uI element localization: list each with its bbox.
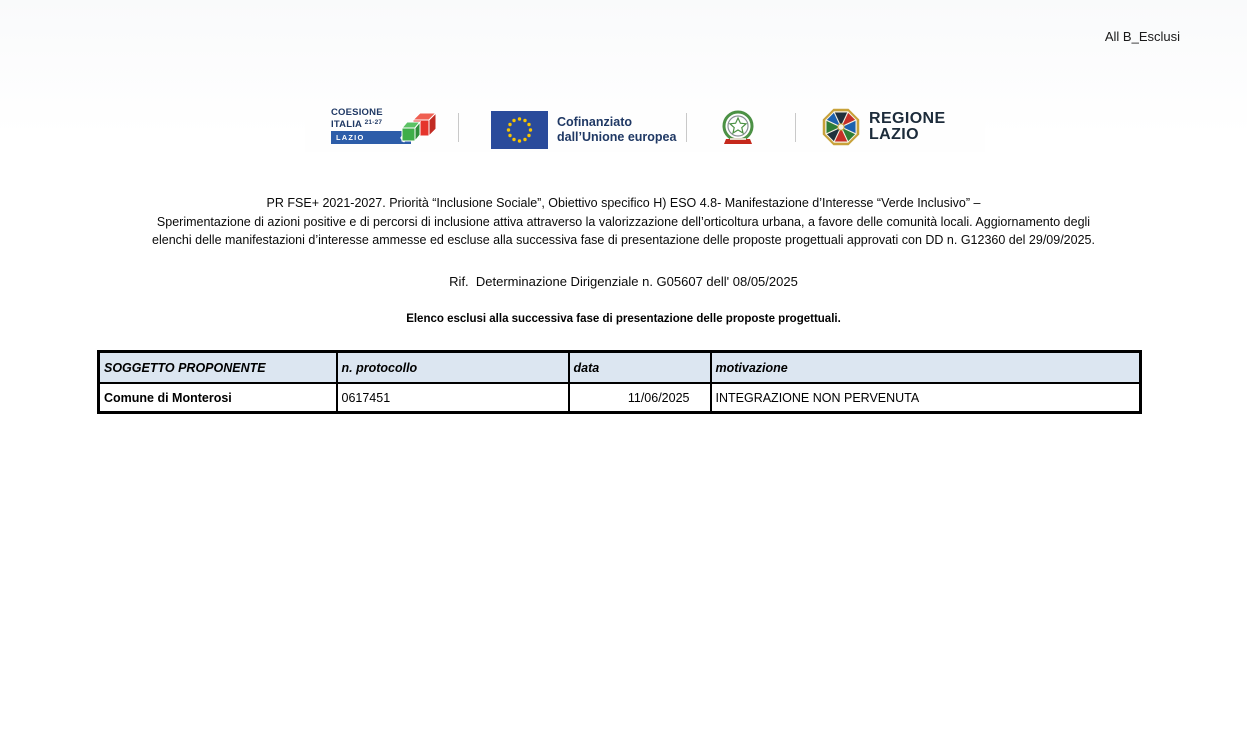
document-title-line2: Sperimentazione di azioni positive e di …: [156, 214, 1091, 229]
eu-flag-icon: [491, 111, 548, 149]
eu-label: Cofinanziato dall’Unione europea: [557, 115, 677, 144]
cell-motivazione: INTEGRAZIONE NON PERVENUTA: [709, 382, 1142, 414]
corner-annotation: All B_Esclusi: [1104, 29, 1180, 44]
coesione-italia-logo: COESIONE ITALIA 21-27 LAZIO❮: [331, 108, 443, 150]
header-n-protocollo: n. protocollo: [335, 350, 570, 384]
list-heading: Elenco esclusi alla successiva fase di p…: [406, 313, 841, 325]
italy-emblem-icon: [722, 110, 754, 144]
eu-cofinanziato-logo: Cofinanziato dall’Unione europea: [491, 111, 676, 149]
document-title-line3: elenchi delle manifestazioni d’interesse…: [152, 233, 1095, 247]
header-motivazione: motivazione: [709, 350, 1142, 384]
regione-lazio-crest-icon: [822, 108, 860, 146]
regione-lazio-label: REGIONE LAZIO: [869, 109, 946, 143]
coesione-cubes-icon: [400, 111, 438, 143]
cell-data: 11/06/2025: [567, 382, 712, 414]
coesione-years: 21-27: [364, 119, 383, 126]
document-title: PR FSE+ 2021-2027. Priorità “Inclusione …: [64, 194, 1184, 250]
header-data: data: [567, 350, 712, 384]
coesione-title-line1: COESIONE: [331, 107, 383, 118]
header-soggetto-proponente: SOGGETTO PROPONENTE: [97, 350, 338, 384]
coesione-title-line2: ITALIA 21-27: [331, 119, 383, 130]
cell-soggetto-proponente: Comune di Monterosi: [97, 382, 338, 414]
logo-divider: [686, 113, 687, 142]
cell-n-protocollo: 0617451: [335, 382, 570, 414]
logo-divider: [795, 113, 796, 142]
esclusi-table: SOGGETTO PROPONENTE n. protocollo data m…: [97, 350, 1142, 414]
reference-line: Rif. Determinazione Dirigenziale n. G056…: [449, 274, 798, 289]
logo-strip: COESIONE ITALIA 21-27 LAZIO❮: [305, 103, 985, 152]
logo-divider: [458, 113, 459, 142]
table-row: Comune di Monterosi 0617451 11/06/2025 I…: [97, 382, 1142, 414]
document-title-line1: PR FSE+ 2021-2027. Priorità “Inclusione …: [266, 196, 981, 210]
regione-lazio-logo: REGIONE LAZIO: [822, 108, 946, 146]
table-header-row: SOGGETTO PROPONENTE n. protocollo data m…: [97, 350, 1142, 384]
